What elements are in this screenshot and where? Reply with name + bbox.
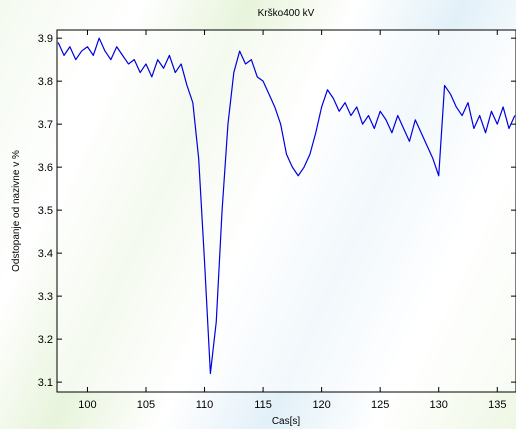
- y-tick-label: 3.3: [38, 291, 53, 303]
- y-tick-label: 3.7: [38, 119, 53, 131]
- x-tick-label: 115: [254, 399, 272, 411]
- x-tick-label: 125: [371, 399, 389, 411]
- x-tick-label: 130: [430, 399, 448, 411]
- x-tick-label: 110: [196, 399, 214, 411]
- y-tick-label: 3.8: [38, 76, 53, 88]
- x-tick-label: 120: [312, 399, 330, 411]
- axes-box: [56, 29, 516, 393]
- plot-area: [57, 30, 516, 392]
- y-tick-label: 3.6: [38, 162, 53, 174]
- x-tick-label: 100: [78, 399, 96, 411]
- y-tick-label: 3.1: [38, 377, 53, 389]
- y-tick-label: 3.9: [38, 33, 53, 45]
- x-tick-label: 105: [137, 399, 155, 411]
- y-tick-label: 3.2: [38, 334, 53, 346]
- data-line: [57, 37, 516, 375]
- y-tick-label: 3.4: [38, 248, 53, 260]
- y-axis-label: Odstopanje od nazivne v %: [11, 150, 22, 272]
- chart-title: Krško400 kV: [258, 8, 315, 19]
- x-axis-label: Cas[s]: [272, 416, 301, 427]
- y-tick-label: 3.5: [38, 205, 53, 217]
- x-tick-label: 135: [488, 399, 506, 411]
